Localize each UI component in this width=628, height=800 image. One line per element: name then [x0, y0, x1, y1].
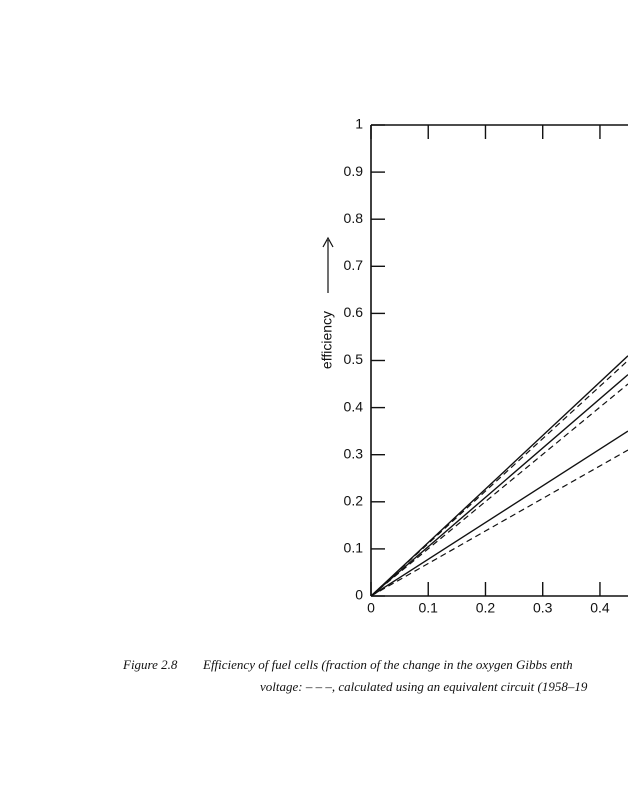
y-tick-label: 0.9 — [344, 163, 364, 179]
data-line — [370, 449, 628, 597]
y-axis-arrow — [322, 236, 334, 293]
y-tick-label: 0.1 — [344, 540, 364, 556]
y-tick-label: 0 — [355, 587, 363, 603]
x-tick-label: 0.3 — [533, 600, 553, 616]
caption-line: Efficiency of fuel cells (fraction of th… — [202, 657, 573, 672]
y-axis-label: efficiency — [319, 311, 335, 369]
y-tick-label: 0.8 — [344, 210, 364, 226]
x-tick-label: 0 — [367, 600, 375, 616]
y-tick-label: 0.2 — [344, 493, 364, 509]
x-tick-label: 0.2 — [476, 600, 496, 616]
data-line — [370, 374, 628, 597]
y-tick-label: 0.7 — [344, 257, 364, 273]
y-tick-label: 0.6 — [344, 304, 364, 320]
data-line — [370, 355, 628, 597]
y-tick-label: 0.5 — [344, 351, 364, 367]
y-tick-label: 0.3 — [344, 445, 364, 461]
data-line — [370, 383, 628, 597]
caption-number: Figure 2.8 — [122, 657, 178, 672]
y-tick-label: 0.4 — [344, 398, 364, 414]
data-line — [370, 430, 628, 597]
data-line — [370, 360, 628, 597]
x-tick-label: 0.1 — [419, 600, 439, 616]
x-tick-label: 0.4 — [590, 600, 610, 616]
caption-line: voltage: – – –, calculated using an equi… — [260, 679, 588, 694]
y-tick-label: 1 — [355, 116, 363, 132]
